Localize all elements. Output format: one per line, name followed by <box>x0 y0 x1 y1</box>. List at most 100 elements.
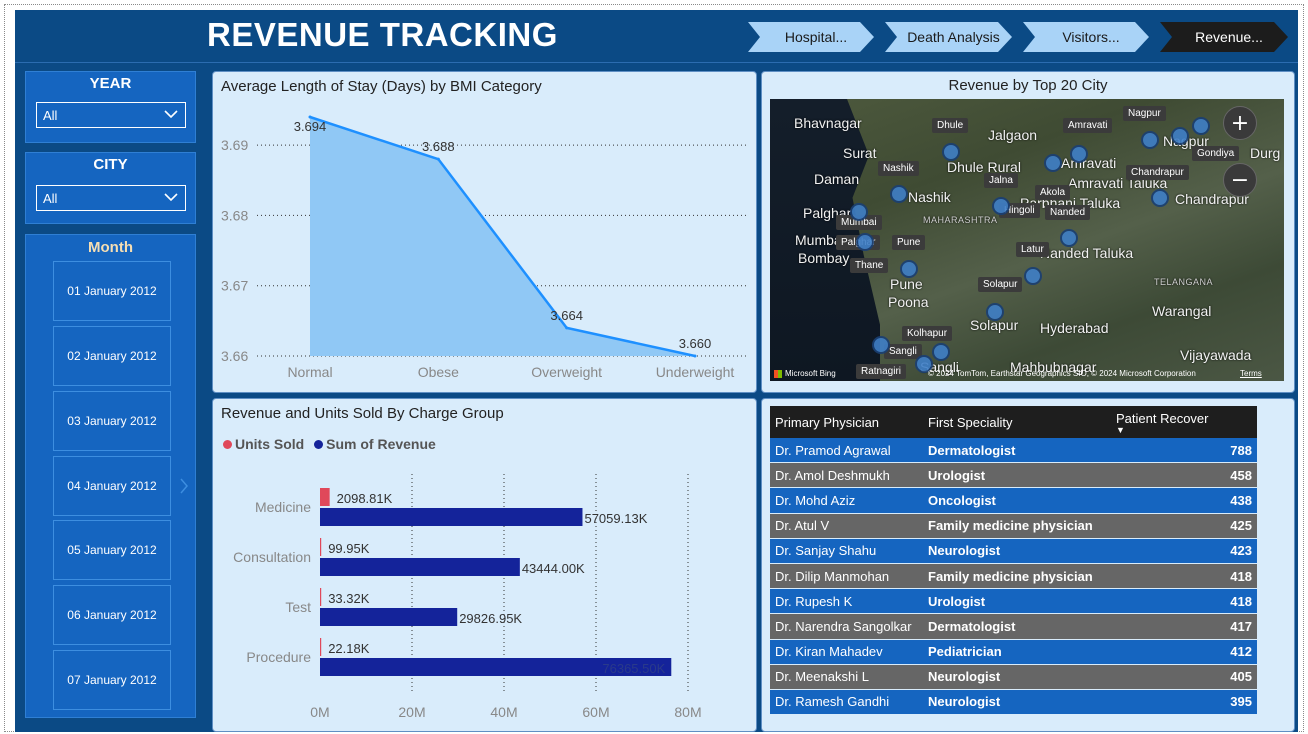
nav-hospital[interactable]: Hospital... <box>748 22 874 52</box>
chevron-right-icon[interactable] <box>178 477 190 495</box>
map-bubble[interactable] <box>850 203 868 221</box>
x-tick-label: 0M <box>310 704 329 720</box>
table-row[interactable]: Dr. Sanjay Shahu Neurologist 423 <box>770 538 1257 564</box>
map-bubble[interactable] <box>890 185 908 203</box>
zoom-out-button[interactable]: − <box>1223 163 1257 197</box>
units-bar <box>320 538 322 556</box>
year-value: All <box>43 108 58 123</box>
units-bar <box>320 638 322 656</box>
map-bubble[interactable] <box>932 343 950 361</box>
table-row[interactable]: Dr. Dilip Manmohan Family medicine physic… <box>770 563 1257 590</box>
map-city-label: Solapur <box>970 317 1019 333</box>
map-bubble[interactable] <box>1024 267 1042 285</box>
city-revenue-map[interactable]: Bhavnagar Surat Daman Palghar Mumbai Bom… <box>770 99 1284 381</box>
map-pin: Solapur <box>978 277 1023 292</box>
table-row[interactable]: Dr. Meenakshi L Neurologist 405 <box>770 664 1257 690</box>
map-bubble[interactable] <box>915 355 933 373</box>
map-bubble[interactable] <box>1151 189 1169 207</box>
table-row[interactable]: Dr. Narendra Sangolkar Dermatologist 417 <box>770 613 1257 640</box>
col-label: Primary Physician <box>775 414 880 430</box>
chart-legend: Units Sold Sum of Revenue <box>223 436 436 452</box>
month-item[interactable]: 07 January 2012 <box>53 650 171 710</box>
nav-visitors-label: Visitors... <box>1062 29 1120 45</box>
map-bubble[interactable] <box>1192 117 1210 135</box>
city-dropdown[interactable]: All <box>36 185 186 211</box>
map-region-label: TELANGANA <box>1154 277 1214 287</box>
data-point <box>693 354 697 358</box>
speciality-cell: Family medicine physician <box>923 563 1111 590</box>
month-slicer: Month 01 January 2012 02 January 2012 03… <box>25 234 196 718</box>
table-row[interactable]: Dr. Kiran Mahadev Pediatrician 412 <box>770 639 1257 665</box>
table-row[interactable]: Dr. Rupesh K Urologist 418 <box>770 588 1257 615</box>
map-bubble[interactable] <box>1044 154 1062 172</box>
sort-desc-icon: ▼ <box>1116 424 1125 435</box>
legend-swatch-revenue <box>314 440 324 449</box>
map-bubble[interactable] <box>986 303 1004 321</box>
zoom-in-button[interactable]: + <box>1223 106 1257 140</box>
recover-cell: 405 <box>1111 664 1257 690</box>
map-bubble[interactable] <box>1141 131 1159 149</box>
x-tick-label: Overweight <box>531 364 602 380</box>
area-fill <box>310 117 695 356</box>
month-item[interactable]: 05 January 2012 <box>53 520 171 580</box>
recover-cell: 425 <box>1111 513 1257 539</box>
month-item-label: 01 January 2012 <box>67 284 157 298</box>
revenue-label: 43444.00K <box>522 561 585 576</box>
map-bubble[interactable] <box>900 260 918 278</box>
map-bubble[interactable] <box>1070 145 1088 163</box>
col-label: Patient Recover <box>1116 410 1209 426</box>
revenue-label: 76365.50K <box>602 661 665 676</box>
month-item[interactable]: 04 January 2012 <box>53 456 171 516</box>
nav-revenue[interactable]: Revenue... <box>1160 22 1288 52</box>
map-bubble[interactable] <box>992 197 1010 215</box>
month-item[interactable]: 02 January 2012 <box>53 326 171 386</box>
map-bubble[interactable] <box>856 233 874 251</box>
month-item[interactable]: 06 January 2012 <box>53 585 171 645</box>
map-bubble[interactable] <box>1060 229 1078 247</box>
chevron-down-icon <box>164 110 178 119</box>
map-pin: Amravati <box>1063 118 1113 133</box>
map-bubble[interactable] <box>942 143 960 161</box>
x-tick-label: Normal <box>287 364 332 380</box>
col-first-speciality[interactable]: First Speciality <box>923 406 1111 438</box>
col-patient-recover[interactable]: Patient Recover ▼ <box>1111 406 1257 438</box>
physician-cell: Dr. Meenakshi L <box>770 664 923 690</box>
nav-death-analysis[interactable]: Death Analysis <box>885 22 1012 52</box>
month-item-label: 02 January 2012 <box>67 349 157 363</box>
map-city-label: Pune <box>890 276 923 292</box>
month-item-label: 06 January 2012 <box>67 608 157 622</box>
revenue-label: 57059.13K <box>584 511 647 526</box>
month-item[interactable]: 03 January 2012 <box>53 391 171 451</box>
year-dropdown[interactable]: All <box>36 102 186 128</box>
map-pin: Nanded <box>1045 205 1091 220</box>
year-label: YEAR <box>89 75 132 92</box>
physician-cell: Dr. Rupesh K <box>770 588 923 615</box>
map-terms-link[interactable]: Terms <box>1240 369 1262 378</box>
legend-revenue: Sum of Revenue <box>326 436 436 452</box>
table-row[interactable]: Dr. Pramod Agrawal Dermatologist 788 <box>770 438 1257 464</box>
table-row[interactable]: Dr. Mohd Aziz Oncologist 438 <box>770 487 1257 514</box>
map-city-label: Warangal <box>1152 303 1212 319</box>
nav-visitors[interactable]: Visitors... <box>1023 22 1149 52</box>
map-bubble[interactable] <box>1171 127 1189 145</box>
page-title: REVENUE TRACKING <box>207 16 558 53</box>
units-label: 2098.81K <box>337 491 393 506</box>
city-slicer: CITY All <box>25 152 196 224</box>
y-tick-label: Procedure <box>246 649 311 665</box>
physician-cell: Dr. Mohd Aziz <box>770 487 923 514</box>
units-label: 22.18K <box>328 641 370 656</box>
map-bubble[interactable] <box>872 336 890 354</box>
nav-hospital-label: Hospital... <box>784 29 848 45</box>
speciality-cell: Urologist <box>923 462 1111 489</box>
month-item[interactable]: 01 January 2012 <box>53 261 171 321</box>
revenue-label: 29826.95K <box>459 611 522 626</box>
table-row[interactable]: Dr. Ramesh Gandhi Neurologist 395 <box>770 689 1257 716</box>
table-row[interactable]: Dr. Atul V Family medicine physician 425 <box>770 513 1257 539</box>
col-primary-physician[interactable]: Primary Physician <box>770 406 923 438</box>
map-city-label: Chandrapur <box>1175 191 1249 207</box>
revenue-bar <box>320 508 583 526</box>
nav-death-analysis-label: Death Analysis <box>907 29 1000 45</box>
physician-table: Primary Physician First Speciality Patie… <box>770 406 1257 716</box>
x-tick-label: Obese <box>418 364 459 380</box>
table-row[interactable]: Dr. Amol Deshmukh Urologist 458 <box>770 462 1257 489</box>
